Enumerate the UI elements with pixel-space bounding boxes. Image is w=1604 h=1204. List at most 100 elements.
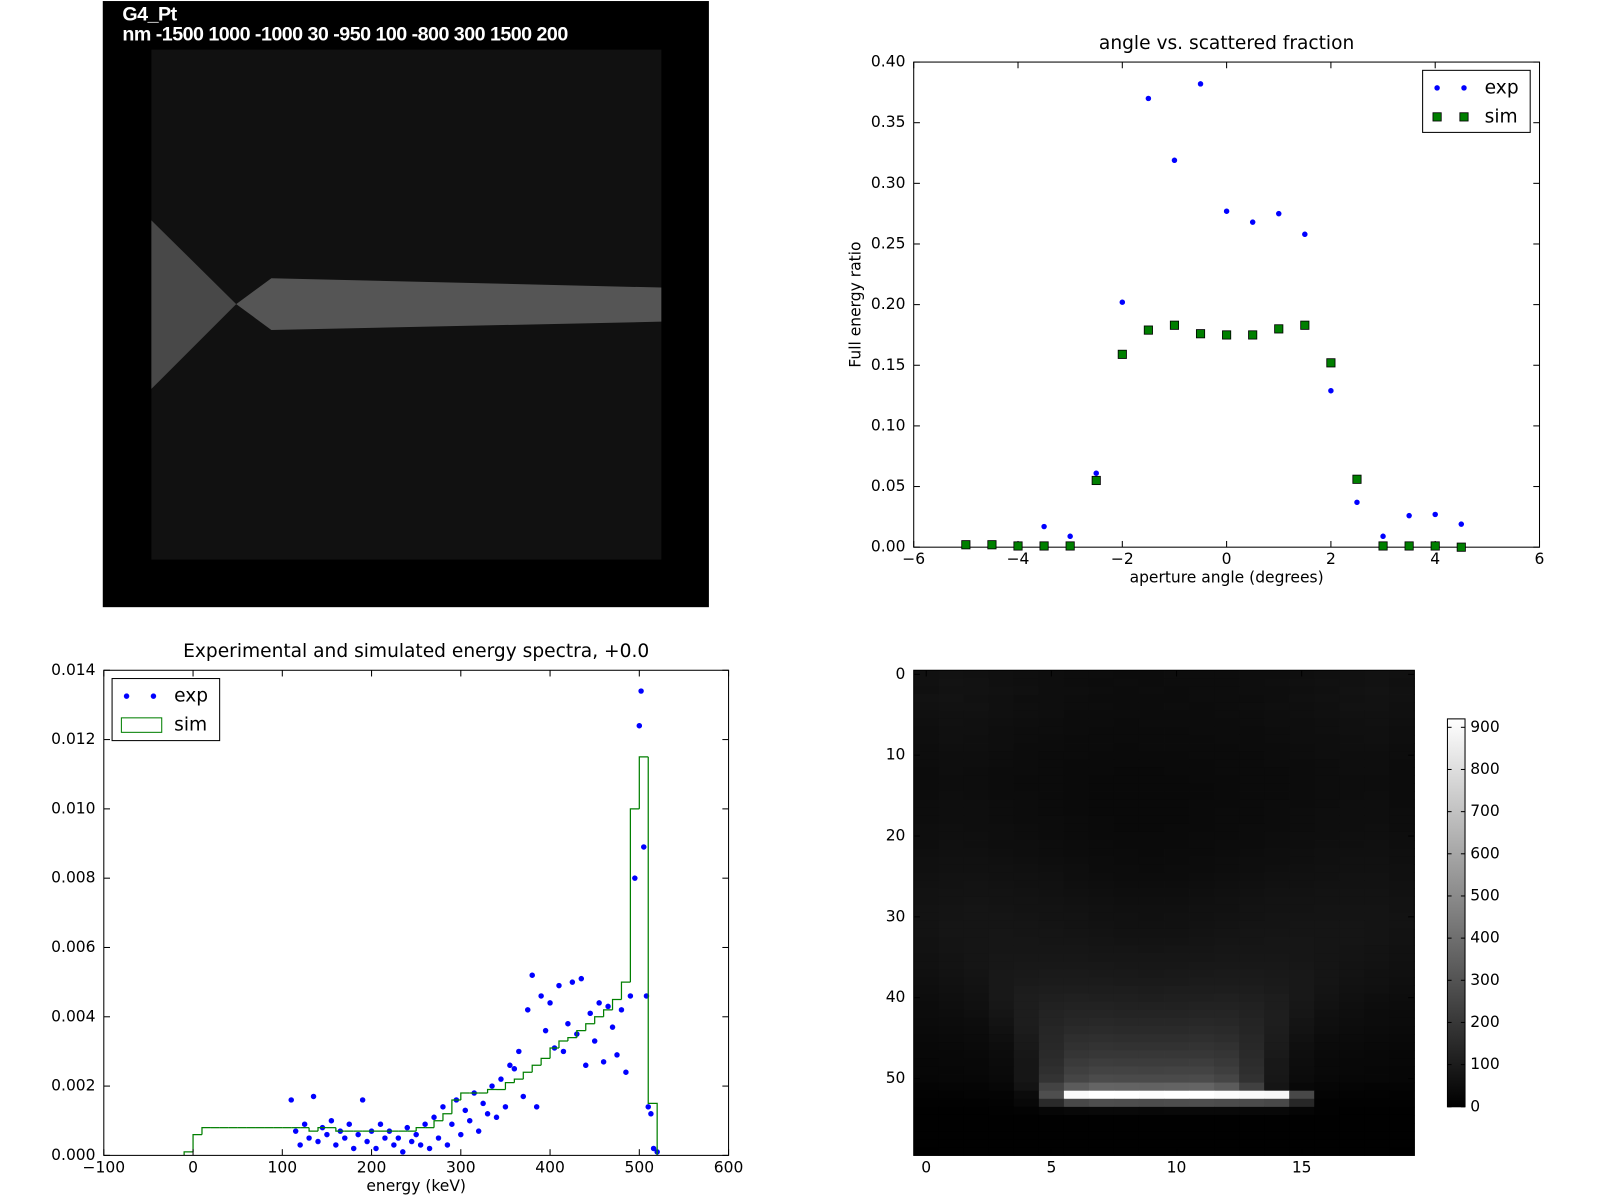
heat-cell: [1063, 1098, 1090, 1108]
heat-cell: [913, 961, 940, 970]
heat-cell: [1264, 1114, 1290, 1124]
heat-cell: [1013, 1026, 1040, 1035]
heat-cell: [963, 1082, 990, 1092]
heat-cell: [1164, 953, 1190, 962]
dot-point: [560, 1048, 567, 1055]
y-tick-label: 0.30: [871, 174, 906, 192]
dot-point: [364, 1138, 370, 1145]
heat-cell: [1264, 1082, 1290, 1092]
legend-marker: [1434, 85, 1440, 91]
heat-cell: [1239, 888, 1265, 898]
heat-cell: [1138, 1058, 1165, 1067]
square-point: [1091, 475, 1101, 486]
heat-cell: [1364, 759, 1390, 768]
heat-cell: [1038, 686, 1065, 695]
heat-cell: [1164, 928, 1190, 938]
heat-cell: [963, 888, 990, 898]
heat-cell: [1214, 928, 1240, 938]
heat-cell: [1239, 977, 1265, 987]
heat-cell: [1214, 791, 1240, 801]
heat-cell: [1389, 743, 1415, 752]
heat-cell: [1239, 1074, 1265, 1084]
heat-cell: [1138, 888, 1165, 898]
heat-cell: [1138, 880, 1165, 889]
heat-cell: [1013, 1074, 1040, 1084]
heat-cell: [1364, 783, 1390, 792]
legend-box: [1422, 69, 1531, 133]
heat-cell: [1013, 904, 1040, 914]
heat-cell: [1389, 1106, 1415, 1116]
heat-cell: [1214, 920, 1240, 930]
heat-cell: [913, 1042, 940, 1051]
heat-cell: [1339, 743, 1365, 752]
heat-cell: [1339, 1098, 1365, 1108]
heat-cell: [1214, 1114, 1240, 1124]
histogram-step: [513, 1078, 524, 1083]
heat-cell: [1314, 710, 1340, 720]
heat-cell: [938, 969, 965, 978]
y-tick-label: 0.00: [871, 538, 906, 556]
heat-cell: [1289, 718, 1315, 728]
legend-marker: [1459, 112, 1469, 122]
heat-cell: [1339, 1147, 1365, 1156]
y-tick-label: 0.40: [871, 53, 906, 71]
heat-cell: [1214, 856, 1240, 865]
dot-point: [417, 1142, 424, 1148]
heat-cell: [1013, 678, 1040, 687]
heat-cell: [1063, 1090, 1090, 1100]
heat-cell: [1138, 783, 1165, 792]
heat-cell: [1063, 1058, 1090, 1067]
heat-cell: [1289, 799, 1315, 809]
heat-cell: [1063, 710, 1090, 720]
heat-cell: [1113, 1026, 1140, 1035]
heat-cell: [1063, 1017, 1090, 1027]
heat-cell: [1164, 1009, 1190, 1019]
heat-cell: [1013, 1009, 1040, 1019]
heat-cell: [1364, 807, 1390, 817]
heat-cell: [1364, 848, 1390, 857]
heat-cell: [1038, 904, 1065, 914]
heat-cell: [1189, 872, 1215, 881]
heat-cell: [1364, 678, 1390, 687]
heat-cell: [1389, 848, 1415, 857]
dot-point: [520, 1093, 527, 1100]
histogram-step: [629, 808, 640, 983]
heat-cell: [1038, 807, 1065, 817]
heat-cell: [1239, 1114, 1265, 1124]
heat-cell: [1214, 759, 1240, 768]
heat-cell: [938, 1026, 965, 1035]
heat-cell: [1289, 937, 1315, 946]
heat-cell: [1113, 783, 1140, 792]
heat-cell: [1314, 775, 1340, 784]
dot-point: [458, 1131, 464, 1138]
heat-cell: [1164, 896, 1190, 906]
heat-cell: [1364, 1026, 1390, 1035]
heat-cell: [1239, 840, 1265, 849]
heat-cell: [1189, 953, 1215, 962]
heat-cell: [1138, 848, 1165, 857]
heat-cell: [1063, 1009, 1090, 1019]
heat-cell: [1013, 1050, 1040, 1059]
heat-cell: [938, 937, 965, 946]
heat-cell: [963, 694, 990, 704]
y-tick-label: 0.004: [51, 1007, 95, 1025]
heat-cell: [1364, 977, 1390, 987]
heat-cell: [1063, 1106, 1090, 1116]
heat-cell: [1239, 670, 1265, 679]
heat-cell: [1314, 815, 1340, 825]
dot-point: [306, 1135, 312, 1141]
heat-cell: [1314, 823, 1340, 833]
heat-cell: [1113, 1001, 1140, 1011]
heat-cell: [1314, 1082, 1340, 1092]
heat-cell: [913, 1123, 940, 1132]
heat-cell: [1138, 726, 1165, 736]
heat-cell: [1189, 1026, 1215, 1035]
heat-cell: [988, 1058, 1015, 1067]
heat-cell: [988, 1066, 1015, 1075]
heat-cell: [1189, 710, 1215, 720]
heat-cell: [1189, 1147, 1215, 1156]
heat-cell: [1364, 670, 1390, 679]
heat-cell: [1013, 945, 1040, 954]
heat-cell: [1389, 783, 1415, 792]
heat-cell: [1088, 702, 1115, 712]
